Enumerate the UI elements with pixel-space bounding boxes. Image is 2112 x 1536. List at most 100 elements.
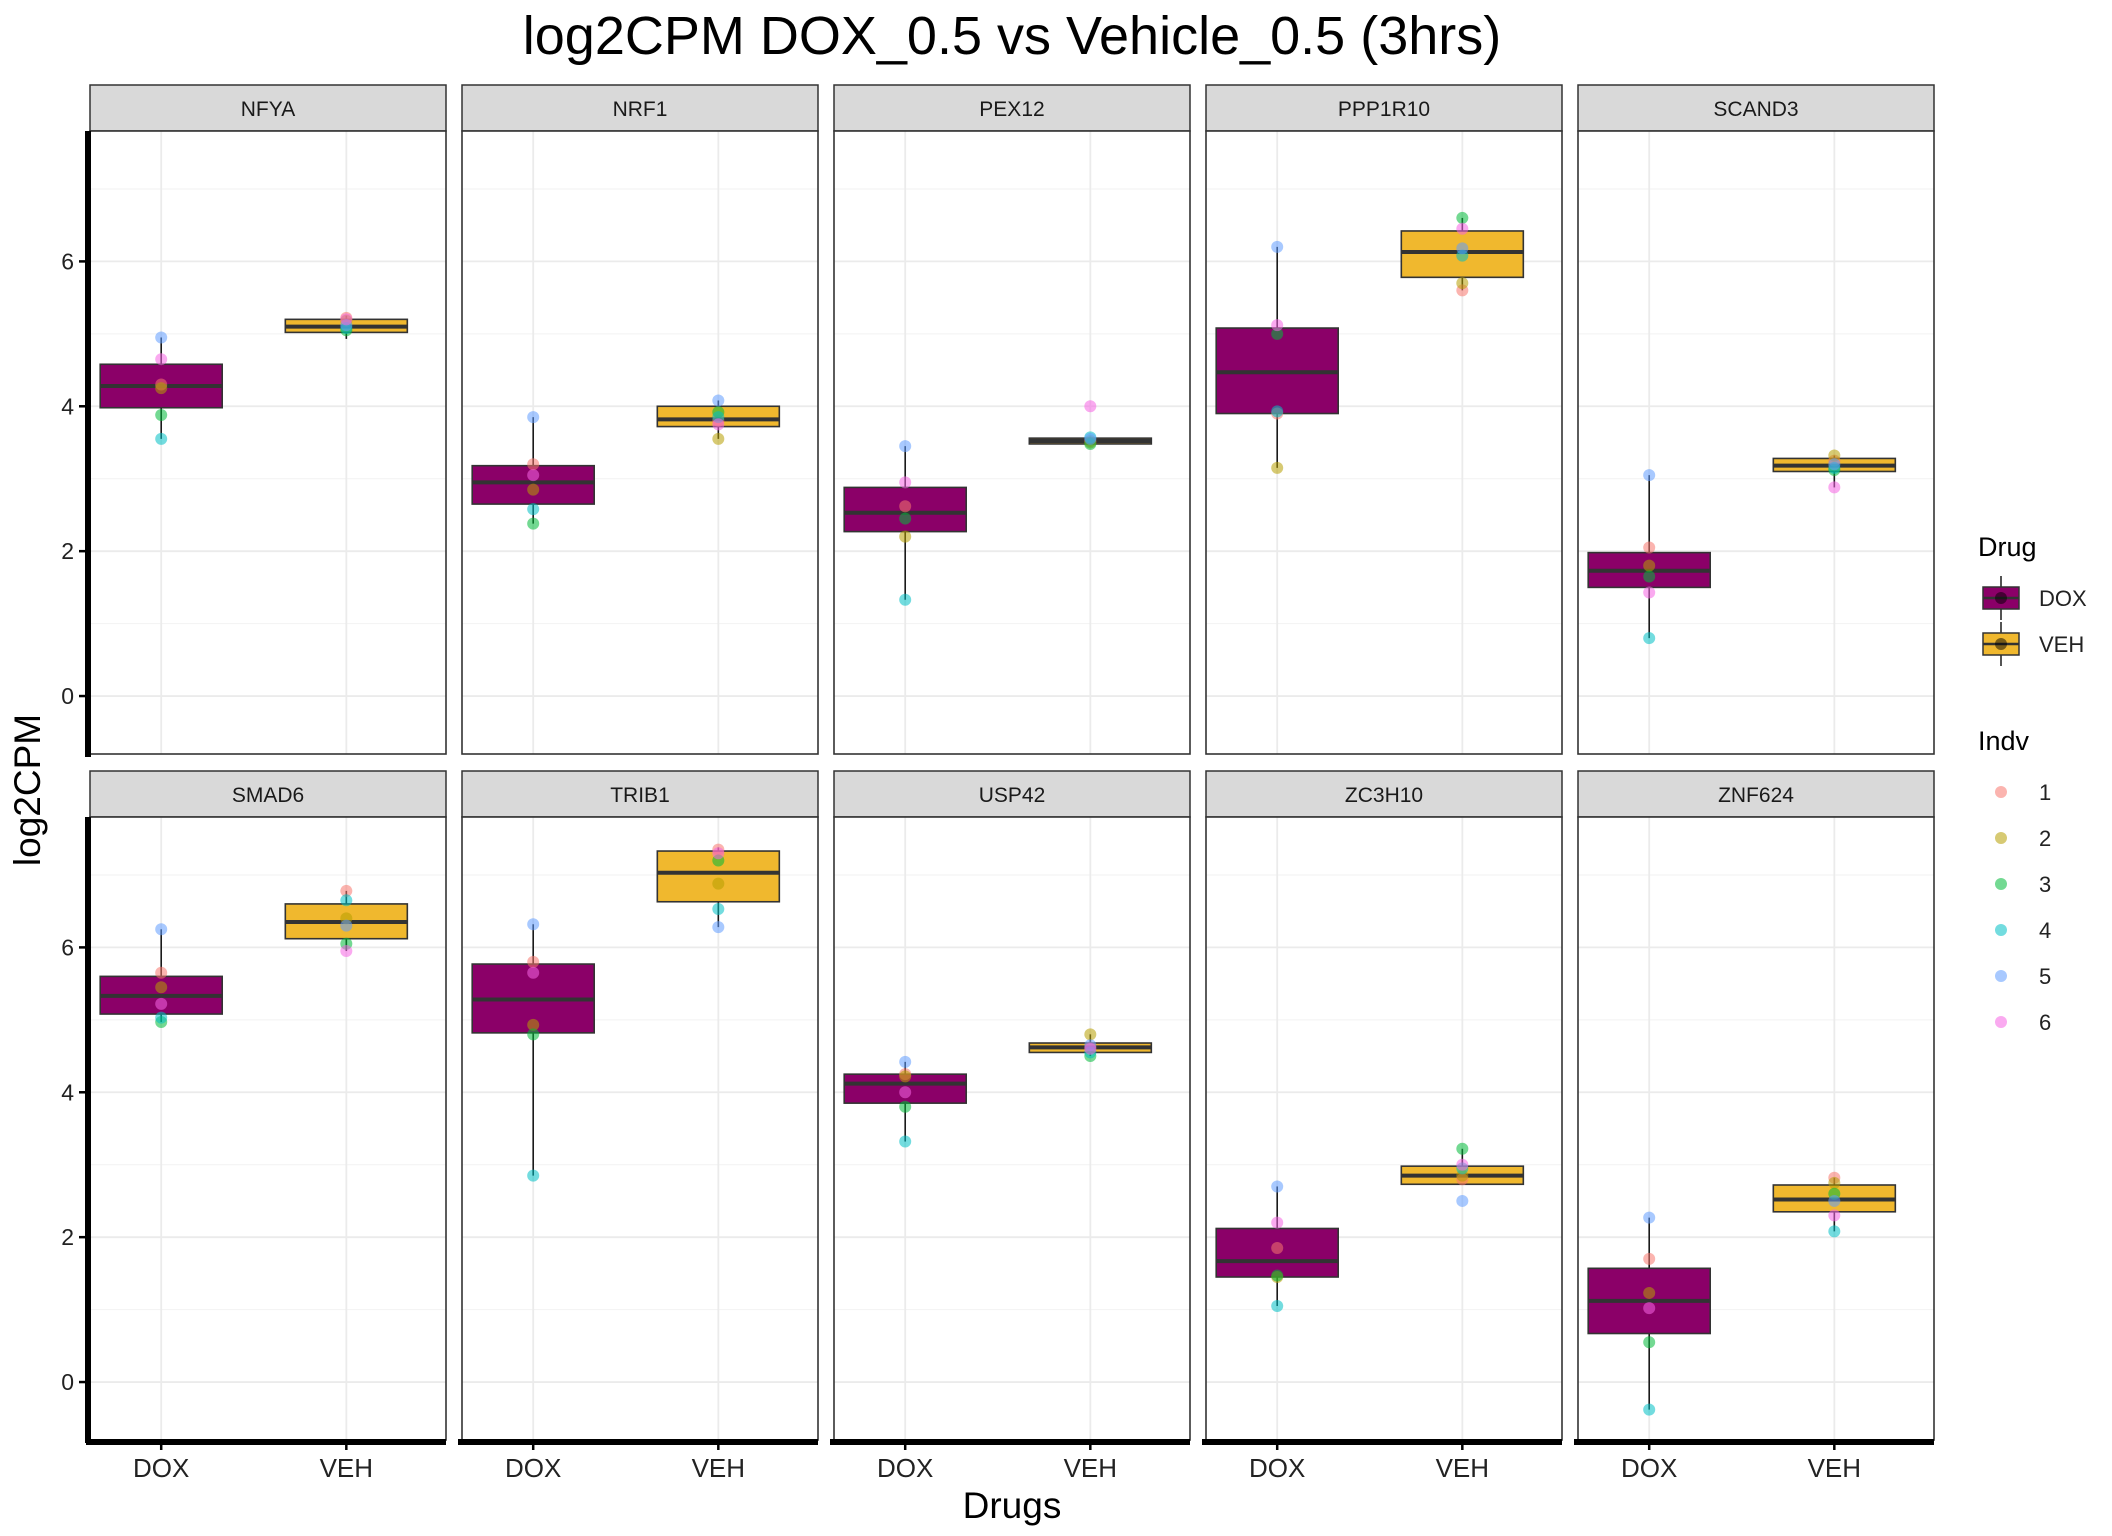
data-point xyxy=(1456,1194,1469,1207)
data-point xyxy=(1456,211,1469,224)
data-point xyxy=(1643,1302,1656,1315)
legend-title-indv: Indv xyxy=(1978,726,2030,756)
data-point xyxy=(899,1135,912,1148)
data-point xyxy=(527,1028,540,1041)
facet-strip-label: TRIB1 xyxy=(610,784,670,807)
facet-strip-label: NRF1 xyxy=(613,98,668,121)
x-tick-label: DOX xyxy=(1249,1453,1305,1483)
x-tick-label: DOX xyxy=(505,1453,561,1483)
y-axis-title: log2CPM xyxy=(7,714,48,866)
facet-strip-label: SMAD6 xyxy=(232,784,304,807)
data-point xyxy=(1084,1028,1097,1041)
data-point xyxy=(1643,559,1656,572)
legend-label-indv: 1 xyxy=(2039,780,2051,805)
data-point xyxy=(1643,586,1656,599)
data-point xyxy=(1828,458,1841,471)
x-tick-label: DOX xyxy=(133,1453,189,1483)
facet-strip-label: SCAND3 xyxy=(1713,98,1798,121)
facet-panel-smad6: SMAD6 0 2 4 6 DOX VEH xyxy=(61,770,447,1483)
data-point xyxy=(527,503,540,516)
data-point xyxy=(1643,1336,1656,1349)
data-point xyxy=(1828,481,1841,494)
panel-border xyxy=(461,130,819,755)
x-tick-label: VEH xyxy=(320,1453,373,1483)
data-point xyxy=(155,923,168,936)
data-point xyxy=(1271,327,1284,340)
y-tick-label: 6 xyxy=(61,934,74,960)
facet-panel-trib1: TRIB1 DOX VEH xyxy=(458,770,819,1483)
x-axis-title: Drugs xyxy=(963,1485,1062,1526)
data-point xyxy=(712,432,725,445)
panel-border xyxy=(1205,130,1563,755)
facet-strip-label: NFYA xyxy=(241,98,295,121)
data-point xyxy=(1271,1180,1284,1193)
facet-panel-nfya: NFYA 0 2 4 6 xyxy=(61,84,447,757)
facet-strip xyxy=(461,770,819,818)
legend-key-point xyxy=(1995,832,2007,844)
data-point xyxy=(155,997,168,1010)
legend-label-drug: VEH xyxy=(2039,632,2084,657)
facet-panel-scand3: SCAND3 xyxy=(1577,84,1935,755)
data-point xyxy=(899,1070,912,1083)
panel-background xyxy=(1206,131,1562,754)
data-point xyxy=(899,1100,912,1113)
y-tick-label: 4 xyxy=(61,393,74,419)
data-point xyxy=(1456,1142,1469,1155)
data-point xyxy=(1828,1194,1841,1207)
x-tick-label: VEH xyxy=(1436,1453,1489,1483)
data-point xyxy=(712,903,725,916)
data-point xyxy=(1643,1252,1656,1265)
data-point xyxy=(712,394,725,407)
legend-label-indv: 4 xyxy=(2039,918,2051,943)
data-point xyxy=(155,432,168,445)
x-tick-label: VEH xyxy=(1808,1453,1861,1483)
data-point xyxy=(527,469,540,482)
data-point xyxy=(1084,432,1097,445)
data-point xyxy=(527,918,540,931)
data-point xyxy=(527,955,540,968)
data-point xyxy=(899,593,912,606)
data-point xyxy=(340,919,353,932)
panel-border xyxy=(833,130,1191,755)
legend-key-point xyxy=(1995,878,2007,890)
facet-strip xyxy=(833,84,1191,132)
data-point xyxy=(1643,1211,1656,1224)
facet-strip-label: ZC3H10 xyxy=(1345,784,1423,807)
facet-strip-label: ZNF624 xyxy=(1718,784,1794,807)
data-point xyxy=(527,458,540,471)
data-point xyxy=(1828,1209,1841,1222)
facet-panels: NFYA 0 2 4 6 NRF1 PEX12 PPP1R10 SCAND3 SMAD6 0 2 4 6 D… xyxy=(61,84,1935,1483)
data-point xyxy=(527,411,540,424)
legend-label-indv: 5 xyxy=(2039,964,2051,989)
facet-panel-usp42: USP42 DOX VEH xyxy=(830,770,1191,1483)
data-point xyxy=(1084,1042,1097,1055)
legend-label-indv: 3 xyxy=(2039,872,2051,897)
data-point xyxy=(899,500,912,513)
y-tick-label: 6 xyxy=(61,248,74,274)
data-point xyxy=(1456,242,1469,255)
chart-title: log2CPM DOX_0.5 vs Vehicle_0.5 (3hrs) xyxy=(523,6,1501,66)
data-point xyxy=(899,440,912,453)
data-point xyxy=(1643,469,1656,482)
data-point xyxy=(1828,1225,1841,1238)
data-point xyxy=(527,1018,540,1031)
panel-background xyxy=(834,817,1190,1440)
data-point xyxy=(527,517,540,530)
panel-background xyxy=(1578,817,1934,1440)
facet-panel-nrf1: NRF1 xyxy=(461,84,819,755)
facet-panel-zc3h10: ZC3H10 DOX VEH xyxy=(1202,770,1563,1483)
legend-key-point xyxy=(1995,638,2007,650)
data-point xyxy=(1271,461,1284,474)
data-point xyxy=(155,966,168,979)
data-point xyxy=(899,530,912,543)
legend-label-indv: 6 xyxy=(2039,1010,2051,1035)
facet-panel-ppp1r10: PPP1R10 xyxy=(1205,84,1563,755)
data-point xyxy=(1643,1286,1656,1299)
facet-panel-pex12: PEX12 xyxy=(833,84,1191,755)
panel-background xyxy=(462,131,818,754)
data-point xyxy=(712,921,725,934)
facet-strip xyxy=(89,84,447,132)
data-point xyxy=(712,418,725,431)
legend-key-point xyxy=(1995,970,2007,982)
